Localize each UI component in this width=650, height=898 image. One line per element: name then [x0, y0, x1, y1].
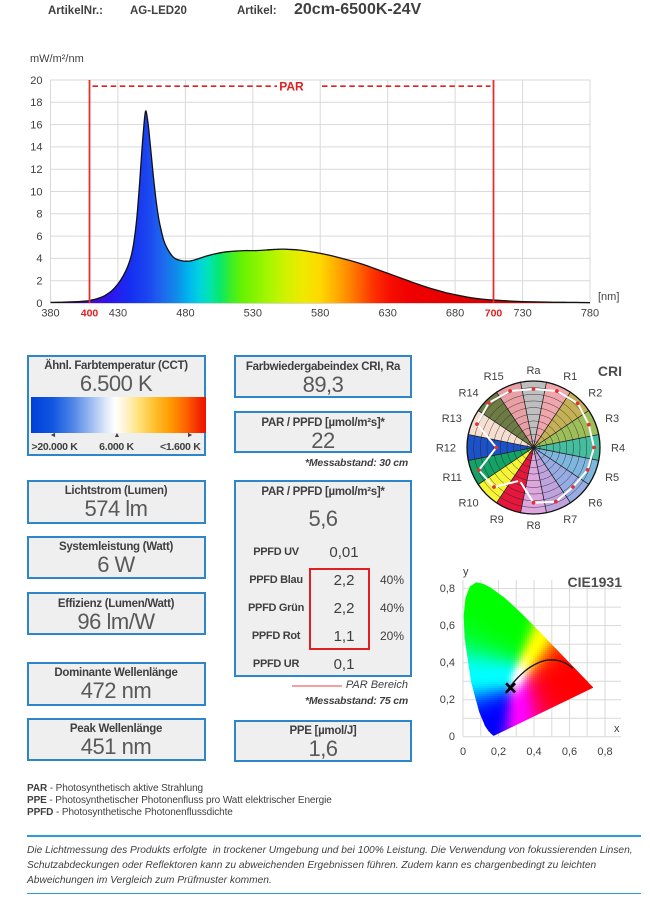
svg-text:0: 0: [449, 731, 455, 743]
svg-text:4: 4: [36, 253, 42, 265]
svg-text:R4: R4: [611, 443, 625, 455]
svg-text:R6: R6: [588, 497, 602, 509]
svg-text:x: x: [614, 723, 620, 735]
svg-text:20: 20: [30, 75, 42, 87]
svg-text:0,4: 0,4: [526, 746, 541, 758]
svg-text:0: 0: [460, 746, 466, 758]
svg-text:0,6: 0,6: [562, 746, 577, 758]
svg-text:630: 630: [379, 308, 397, 320]
svg-text:R10: R10: [459, 497, 479, 509]
svg-text:0,4: 0,4: [440, 657, 455, 669]
svg-text:780: 780: [581, 308, 599, 320]
svg-text:R2: R2: [588, 388, 602, 400]
svg-text:R5: R5: [605, 472, 619, 484]
svg-text:530: 530: [244, 308, 262, 320]
svg-text:R1: R1: [563, 371, 577, 383]
svg-text:R7: R7: [563, 514, 577, 526]
svg-text:R11: R11: [443, 472, 462, 484]
svg-text:mW/m²/nm: mW/m²/nm: [30, 53, 84, 65]
svg-text:10: 10: [30, 186, 42, 198]
svg-text:680: 680: [446, 308, 464, 320]
svg-text:0,2: 0,2: [440, 694, 455, 706]
svg-text:y: y: [463, 566, 469, 578]
svg-text:R3: R3: [605, 413, 619, 425]
svg-text:Ra: Ra: [526, 365, 541, 377]
svg-text:16: 16: [30, 119, 42, 131]
svg-text:730: 730: [513, 308, 531, 320]
svg-text:430: 430: [109, 308, 127, 320]
svg-text:12: 12: [30, 164, 42, 176]
svg-text:R15: R15: [484, 371, 504, 383]
svg-text:0,6: 0,6: [440, 620, 455, 632]
svg-text:700: 700: [485, 308, 503, 320]
svg-text:14: 14: [30, 142, 42, 154]
svg-text:18: 18: [30, 97, 42, 109]
svg-text:R12: R12: [436, 443, 456, 455]
svg-text:R13: R13: [442, 413, 462, 425]
svg-text:0,8: 0,8: [440, 583, 455, 595]
svg-text:2: 2: [36, 276, 42, 288]
svg-text:R8: R8: [526, 520, 540, 532]
svg-text:8: 8: [36, 209, 42, 221]
svg-text:R14: R14: [459, 388, 479, 400]
svg-text:CRI: CRI: [598, 363, 622, 379]
svg-text:R9: R9: [490, 514, 504, 526]
svg-text:CIE1931: CIE1931: [568, 574, 623, 590]
svg-text:0,2: 0,2: [491, 746, 506, 758]
svg-text:0: 0: [36, 298, 42, 310]
svg-text:380: 380: [41, 308, 59, 320]
svg-text:480: 480: [176, 308, 194, 320]
svg-text:PAR: PAR: [279, 80, 304, 94]
svg-text:[nm]: [nm]: [598, 291, 619, 303]
svg-text:0,8: 0,8: [597, 746, 612, 758]
svg-text:580: 580: [311, 308, 329, 320]
svg-text:400: 400: [81, 308, 99, 320]
svg-text:6: 6: [36, 231, 42, 243]
